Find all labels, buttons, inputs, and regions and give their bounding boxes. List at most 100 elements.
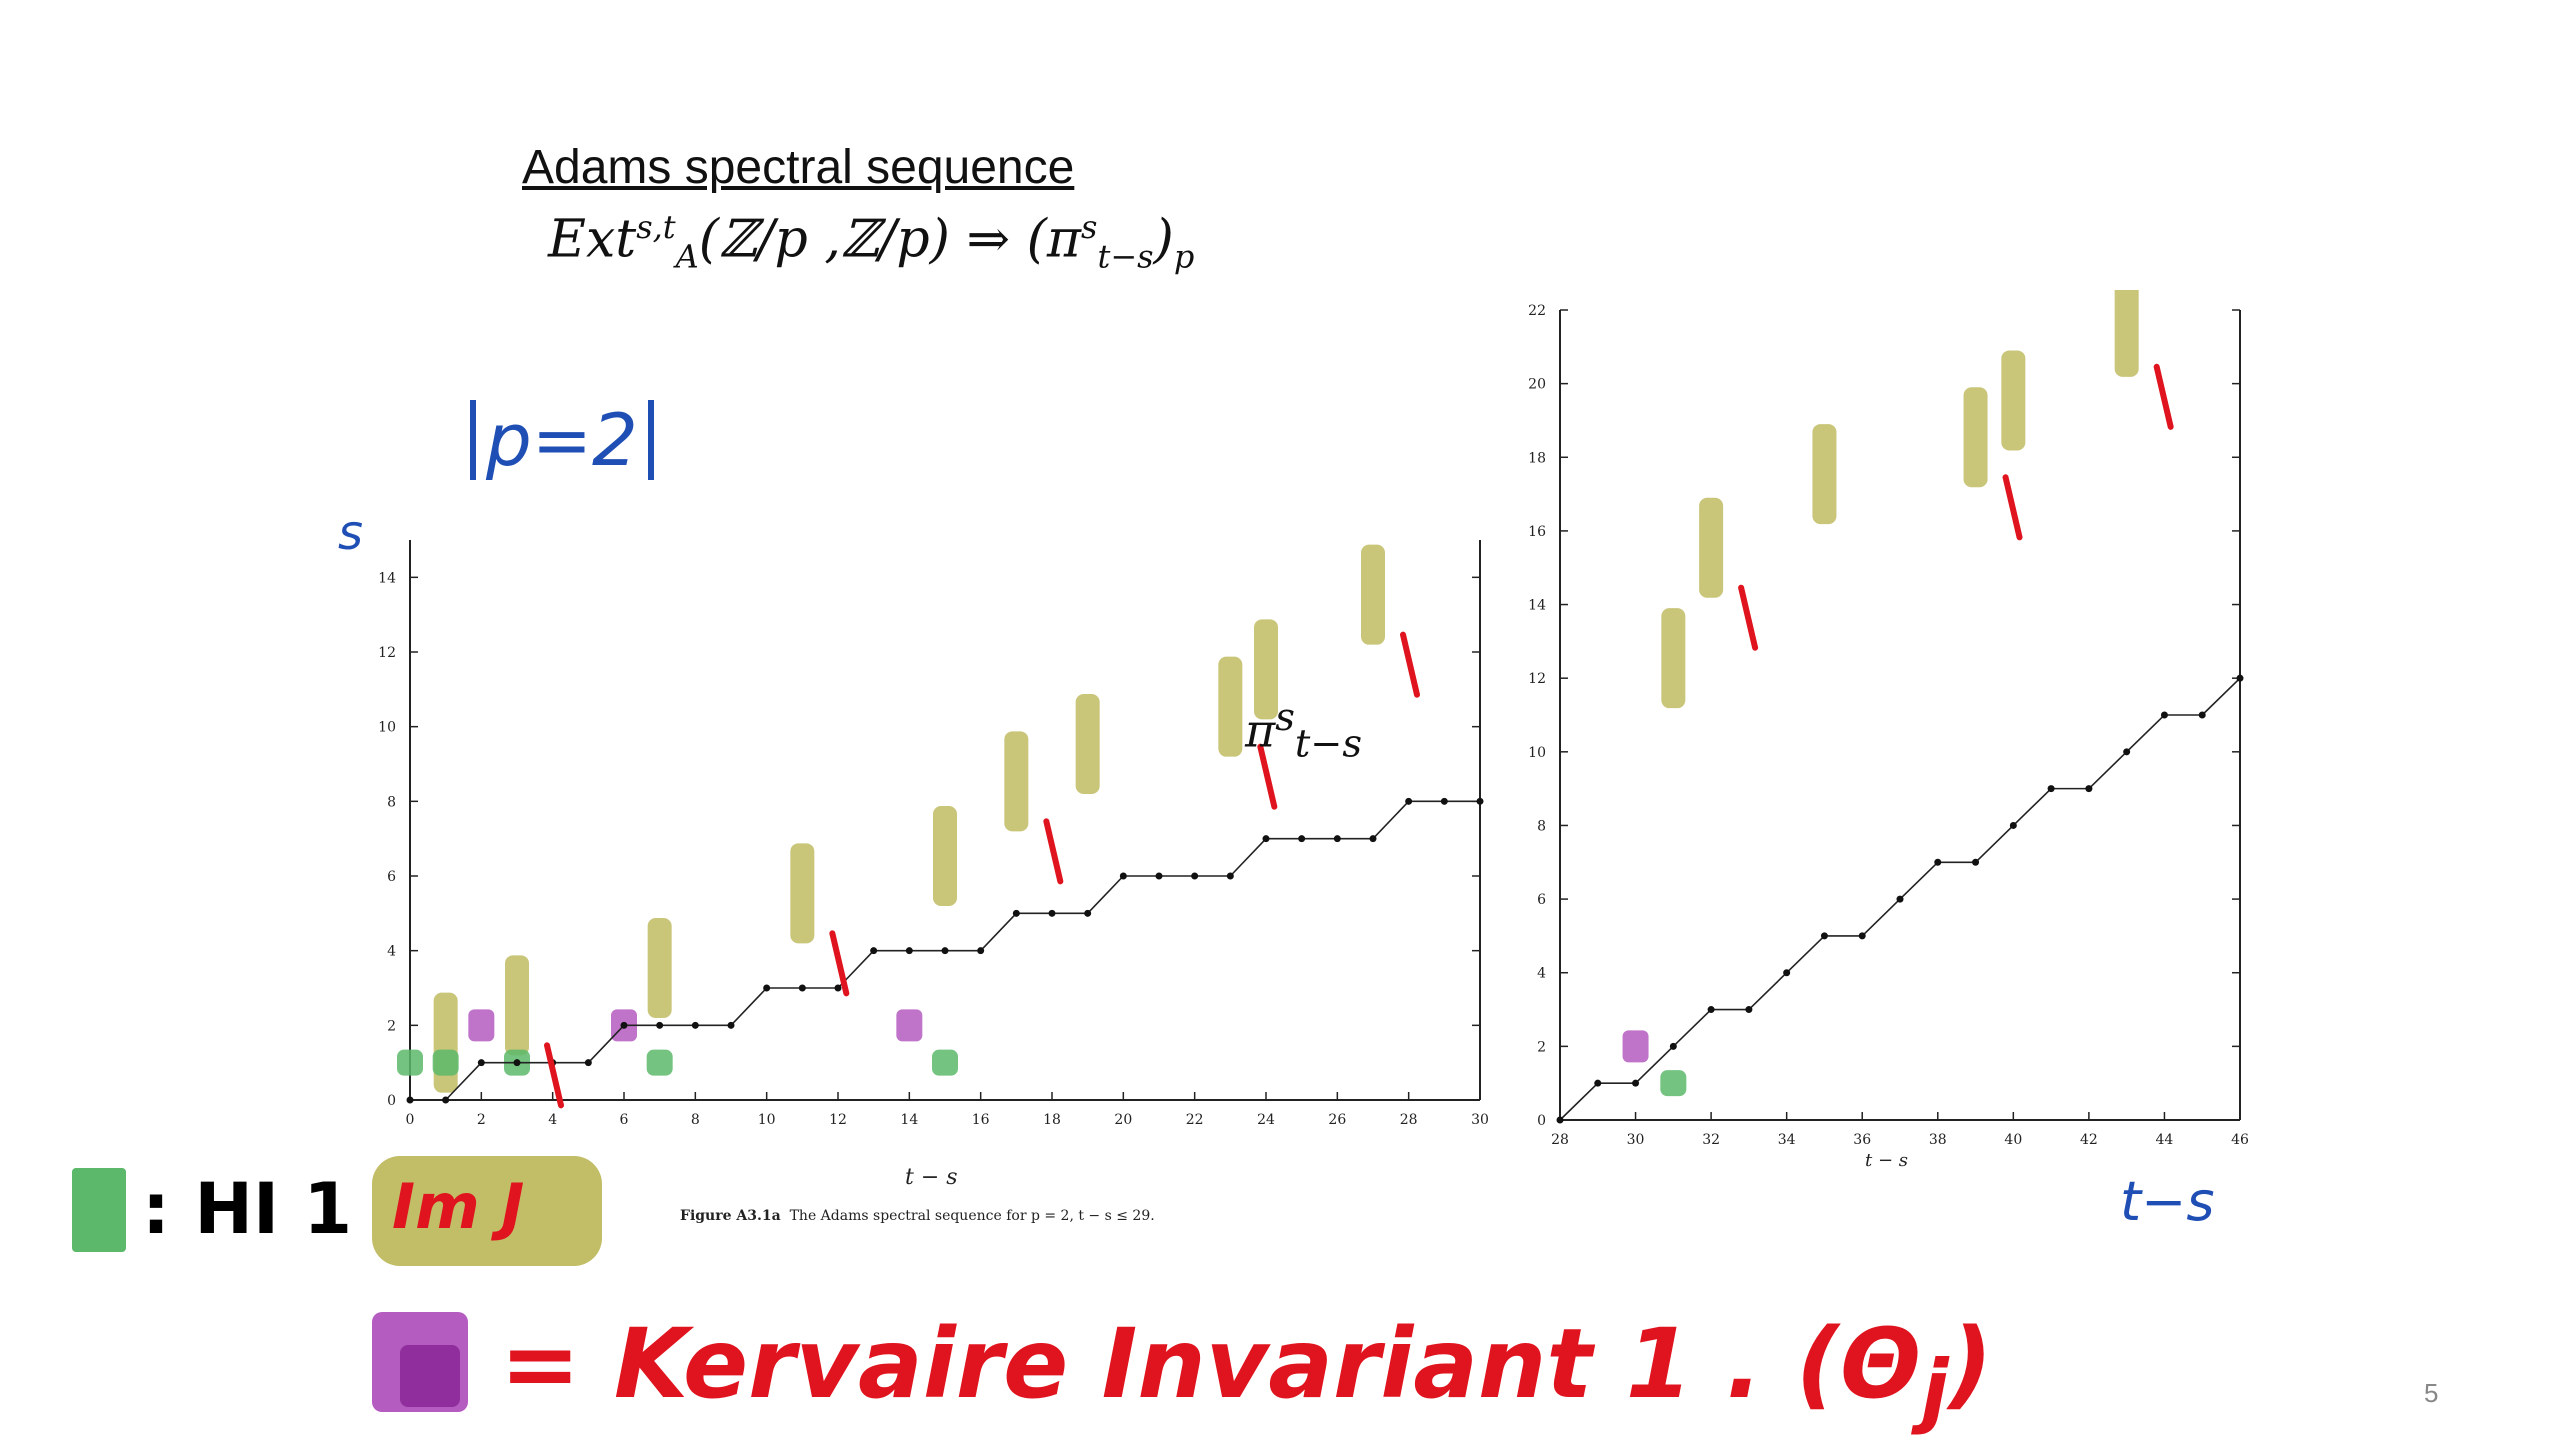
differential-line xyxy=(1559,1082,1599,1121)
ext-class-dot xyxy=(1012,909,1020,917)
ext-class-dot xyxy=(1594,1079,1602,1087)
differential-line xyxy=(1634,1045,1674,1084)
differential-line xyxy=(730,987,768,1026)
x-tick-label: 46 xyxy=(2231,1132,2249,1148)
red-annotation-stroke xyxy=(1400,631,1420,698)
differential-line xyxy=(2126,714,2166,753)
ext-class-dot xyxy=(2160,711,2168,719)
ext-class-dot xyxy=(656,1021,664,1029)
y-tick-label: 4 xyxy=(387,944,396,960)
kervaire-highlight xyxy=(468,1009,495,1042)
x-tick-label: 12 xyxy=(829,1112,847,1128)
y-tick-label: 10 xyxy=(378,720,396,736)
x-tick-label: 40 xyxy=(2004,1132,2022,1148)
y-tick-label: 12 xyxy=(1528,671,1546,687)
kervaire-label: = Kervaire Invariant 1 . (Θj) xyxy=(500,1308,1993,1436)
differential-line xyxy=(1087,875,1124,914)
y-tick-label: 14 xyxy=(1528,598,1546,614)
ext-class-dot xyxy=(2085,785,2093,793)
ext-class-dot xyxy=(1820,932,1828,940)
hopf-invariant-swatch xyxy=(72,1168,126,1252)
s-axis-annotation: s xyxy=(338,505,364,561)
image-of-j-label: Im J xyxy=(392,1170,525,1243)
ext-class-dot xyxy=(2123,748,2131,756)
x-tick-label: 10 xyxy=(758,1112,776,1128)
ext-class-dot xyxy=(941,947,949,955)
x-tick-label: 30 xyxy=(1471,1112,1489,1128)
y-tick-label: 6 xyxy=(1537,892,1546,908)
y-tick-label: 10 xyxy=(1528,745,1546,761)
hopf-invariant-highlight xyxy=(1660,1070,1687,1097)
image-of-j-highlight xyxy=(933,806,957,906)
x-tick-label: 30 xyxy=(1627,1132,1645,1148)
ext-class-dot xyxy=(1669,1042,1677,1050)
x-axis-label-right: t − s xyxy=(1865,1150,1908,1171)
x-tick-label: 4 xyxy=(548,1112,557,1128)
red-annotation-stroke xyxy=(1043,818,1064,885)
figure-caption-label: Figure A3.1a xyxy=(680,1208,781,1224)
ext-class-dot xyxy=(584,1059,592,1067)
ext-class-dot xyxy=(977,947,985,955)
ext-class-dot xyxy=(763,984,771,992)
y-tick-label: 14 xyxy=(378,570,396,586)
x-tick-label: 36 xyxy=(1853,1132,1871,1148)
image-of-j-highlight xyxy=(505,955,529,1056)
red-annotation-stroke xyxy=(544,1042,564,1109)
ext-class-dot xyxy=(1476,797,1484,805)
x-tick-label: 2 xyxy=(477,1112,486,1128)
ext-class-dot xyxy=(1858,932,1866,940)
differential-line xyxy=(1861,898,1901,937)
red-annotation-stroke xyxy=(829,930,850,997)
red-annotation-stroke xyxy=(1738,584,1759,651)
y-tick-label: 6 xyxy=(387,869,396,885)
adams-formula: Exts,tA(ℤ/p ,ℤ/p) ⇒ (πst−s)p xyxy=(548,208,1194,276)
differential-line xyxy=(1786,935,1826,974)
hopf-invariant-highlight xyxy=(932,1049,958,1076)
ext-class-dot xyxy=(691,1021,699,1029)
formula-rhs-close: ) xyxy=(1153,209,1174,270)
image-of-j-highlight xyxy=(1254,619,1278,720)
x-tick-label: 16 xyxy=(972,1112,990,1128)
image-of-j-highlight xyxy=(1075,694,1100,794)
ext-class-dot xyxy=(1707,1006,1715,1014)
pi-annotation: πst−s xyxy=(1245,695,1362,767)
ext-class-dot xyxy=(1084,909,1092,917)
x-tick-label: 26 xyxy=(1328,1112,1346,1128)
ext-class-dot xyxy=(870,947,878,955)
differential-line xyxy=(980,912,1017,952)
ext-class-dot xyxy=(1226,872,1234,880)
image-of-j-highlight xyxy=(2001,350,2026,451)
ext-class-dot xyxy=(1934,858,1942,866)
image-of-j-highlight xyxy=(1361,544,1385,645)
formula-ext: Ext xyxy=(548,209,637,270)
ext-class-dot xyxy=(620,1021,628,1029)
red-annotation-stroke xyxy=(2153,363,2174,430)
formula-rhs-sub: t−s xyxy=(1097,237,1154,276)
differential-line xyxy=(1372,800,1410,840)
ext-class-dot xyxy=(477,1059,485,1067)
image-of-j-highlight xyxy=(647,918,672,1018)
hopf-invariant-highlight xyxy=(646,1049,673,1076)
formula-rhs-sup: s xyxy=(1081,208,1098,246)
formula-arrow: ⇒ xyxy=(966,209,1011,270)
ext-class-dot xyxy=(442,1096,450,1104)
pi-sub: t−s xyxy=(1294,721,1363,767)
y-tick-label: 8 xyxy=(387,794,396,810)
ext-class-dot xyxy=(1369,835,1377,843)
pi-sup: s xyxy=(1275,695,1295,740)
ext-class-dot xyxy=(1556,1116,1564,1124)
differential-line xyxy=(1974,824,2014,863)
x-tick-label: 18 xyxy=(1043,1112,1061,1128)
ext-class-dot xyxy=(1119,872,1127,880)
x-tick-label: 44 xyxy=(2156,1132,2174,1148)
kervaire-label-close: ) xyxy=(1948,1308,1993,1420)
image-of-j-highlight xyxy=(1699,497,1724,598)
kervaire-highlight xyxy=(896,1009,923,1042)
hopf-invariant-highlight xyxy=(397,1049,423,1076)
formula-args: (ℤ/p ,ℤ/p) xyxy=(698,209,950,270)
ext-class-dot xyxy=(2047,785,2055,793)
ext-class-dot xyxy=(1048,909,1056,917)
hopf-invariant-highlight xyxy=(432,1049,459,1076)
formula-ext-sub: A xyxy=(675,237,699,276)
ext-class-dot xyxy=(1440,797,1448,805)
